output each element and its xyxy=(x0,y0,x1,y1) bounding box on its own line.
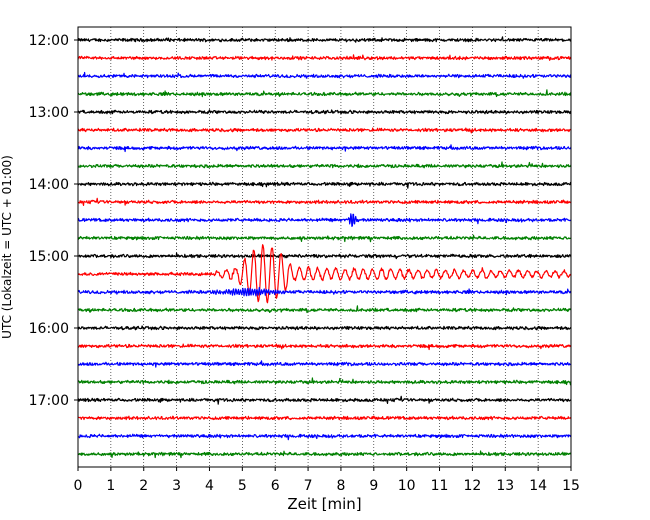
trace-line xyxy=(77,305,572,314)
trace-line xyxy=(77,325,572,331)
trace-line xyxy=(77,377,572,386)
trace-line xyxy=(77,127,572,134)
trace-line xyxy=(77,244,572,304)
trace-line xyxy=(77,252,572,260)
x-tick-label: 5 xyxy=(238,478,247,494)
trace-line xyxy=(77,144,572,153)
trace-line xyxy=(77,286,572,297)
x-tick-label: 6 xyxy=(271,478,280,494)
x-tick-label: 15 xyxy=(562,478,580,494)
trace-line xyxy=(77,395,572,405)
seismic-traces xyxy=(77,36,572,459)
x-tick-label: 14 xyxy=(529,478,547,494)
trace-line xyxy=(77,89,572,98)
trace-line xyxy=(77,415,572,421)
y-tick-label: 14:00 xyxy=(29,177,69,193)
y-tick-label: 16:00 xyxy=(29,321,69,337)
x-tick-label: 12 xyxy=(463,478,481,494)
x-tick-label: 7 xyxy=(304,478,313,494)
x-axis-ticks: 0 1 2 3 4 5 6 7 8 9 10 11 12 13 14 15 xyxy=(74,467,580,494)
trace-line xyxy=(77,343,572,351)
trace-line xyxy=(77,36,572,43)
y-axis-label: UTC (Lokalzeit = UTC + 01:00) xyxy=(0,155,14,339)
trace-line xyxy=(77,161,572,169)
y-tick-label: 17:00 xyxy=(29,393,69,409)
x-tick-label: 4 xyxy=(205,478,214,494)
x-tick-label: 8 xyxy=(336,478,345,494)
trace-line xyxy=(77,197,572,206)
y-axis-ticks: 12:00 13:00 14:00 15:00 16:00 17:00 xyxy=(29,33,78,409)
trace-line xyxy=(77,433,572,441)
y-tick-label: 12:00 xyxy=(29,33,69,49)
x-tick-label: 2 xyxy=(139,478,148,494)
trace-line xyxy=(77,213,572,227)
trace-line xyxy=(77,360,572,368)
plot-background xyxy=(78,27,571,467)
x-tick-label: 13 xyxy=(496,478,514,494)
x-tick-label: 9 xyxy=(369,478,378,494)
trace-line xyxy=(77,54,572,61)
y-tick-label: 13:00 xyxy=(29,105,69,121)
trace-line xyxy=(77,181,572,189)
trace-line xyxy=(77,71,572,79)
trace-line xyxy=(77,450,572,459)
trace-line xyxy=(77,234,572,243)
trace-line xyxy=(77,109,572,115)
x-axis-label: Zeit [min] xyxy=(287,495,361,513)
x-tick-label: 1 xyxy=(106,478,115,494)
plot-frame xyxy=(77,26,572,468)
vertical-grid xyxy=(110,27,539,467)
x-tick-label: 0 xyxy=(74,478,83,494)
x-tick-label: 11 xyxy=(431,478,449,494)
x-tick-label: 3 xyxy=(172,478,181,494)
x-tick-label: 10 xyxy=(398,478,416,494)
y-tick-label: 15:00 xyxy=(29,249,69,265)
